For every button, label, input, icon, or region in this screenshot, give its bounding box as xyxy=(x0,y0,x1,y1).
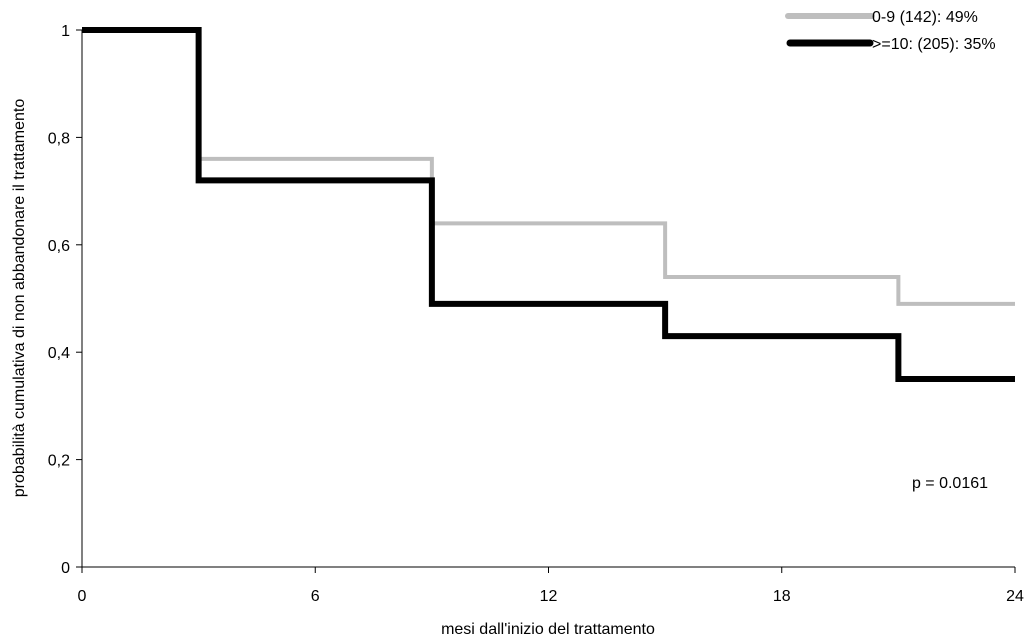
y-tick-label: 1 xyxy=(61,23,70,40)
series-line-0 xyxy=(82,28,1015,306)
legend: 0-9 (142): 49% >=10: (205): 35% xyxy=(785,9,996,53)
x-ticks: 0 6 12 18 24 xyxy=(78,567,1024,605)
x-tick-label: 0 xyxy=(78,588,87,605)
y-tick-label: 0,8 xyxy=(48,130,70,147)
series-layer xyxy=(82,27,1015,383)
x-tick-label: 18 xyxy=(773,588,791,605)
series-line-1 xyxy=(82,27,1015,383)
x-axis-label: mesi dall'inizio del trattamento xyxy=(441,621,655,638)
x-tick-label: 12 xyxy=(540,588,558,605)
y-ticks: 0 0,2 0,4 0,6 0,8 1 xyxy=(48,23,82,577)
axes xyxy=(81,30,1015,568)
legend-label-1: >=10: (205): 35% xyxy=(872,36,996,53)
p-value-annotation: p = 0.0161 xyxy=(912,475,988,492)
legend-label-0: 0-9 (142): 49% xyxy=(872,9,978,26)
x-tick-label: 24 xyxy=(1006,588,1024,605)
y-tick-label: 0,2 xyxy=(48,453,70,470)
y-tick-label: 0,6 xyxy=(48,238,70,255)
y-axis-label: probabilità cumulativa di non abbandonar… xyxy=(11,99,28,498)
x-tick-label: 6 xyxy=(311,588,320,605)
y-tick-label: 0 xyxy=(61,560,70,577)
y-tick-label: 0,4 xyxy=(48,345,70,362)
